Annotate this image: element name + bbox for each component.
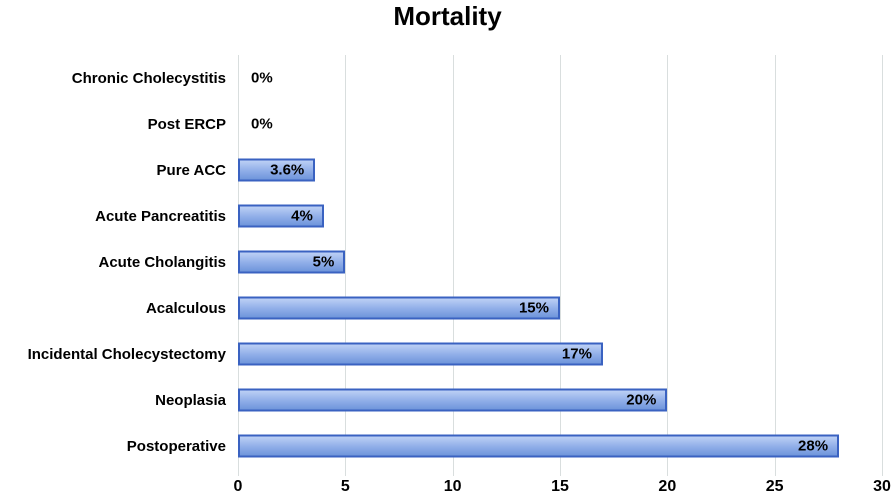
bar-row: Acalculous 15% [0,285,882,331]
value-label: 4% [291,207,313,225]
value-label: 0% [251,115,273,133]
chart-title: Mortality [393,1,502,31]
category-label: Post ERCP [147,115,226,133]
bar: 5% [238,250,346,274]
bar-track: 15% [238,285,882,331]
category-label: Pure ACC [156,161,226,179]
bar-row: Postoperative 28% [0,423,882,469]
bar-track: 5% [238,239,882,285]
category-label: Acalculous [145,299,226,317]
x-tick-label: 0 [233,478,243,495]
category-label: Chronic Cholecystitis [71,69,226,87]
bar-track: 28% [238,423,882,469]
bar-row: Post ERCP 0% [0,101,882,147]
x-tick-label: 20 [658,478,677,495]
category-label: Postoperative [126,437,226,455]
bar-track: 17% [238,331,882,377]
bar: 15% [238,296,560,320]
value-label: 20% [626,391,657,409]
gridline [774,55,776,476]
x-tick-label: 15 [551,478,569,495]
bar-track: 3.6% [238,147,882,193]
bar: 20% [238,388,668,412]
x-tick-label: 10 [443,478,462,495]
bar-rows: Chronic Cholecystitis 0% Post ERCP 0% Pu… [0,55,882,469]
category-label: Acute Pancreatitis [95,207,226,225]
value-label: 0% [251,69,273,87]
bar-row: Acute Pancreatitis 4% [0,193,882,239]
category-label: Acute Cholangitis [98,253,226,271]
x-tick-label: 25 [765,478,784,495]
bar: 4% [238,204,324,228]
gridline [452,55,454,476]
bar-row: Neoplasia 20% [0,377,882,423]
value-label: 28% [798,437,829,455]
gridline [667,55,669,476]
bar-row: Chronic Cholecystitis 0% [0,55,882,101]
gridline [882,55,883,476]
x-axis: 0 5 10 15 20 25 30 [234,478,891,498]
category-label: Neoplasia [155,391,226,409]
gridline [560,55,561,476]
bar-track: 0% [238,55,882,101]
category-label: Incidental Cholecystectomy [27,345,226,363]
x-tick-label: 30 [873,478,891,495]
bar-track: 20% [238,377,882,423]
bar-track: 4% [238,193,882,239]
bar-row: Pure ACC 3.6% [0,147,882,193]
bar: 17% [238,342,603,366]
bar-track: 0% [238,101,882,147]
bar: 3.6% [238,158,316,182]
bar-row: Acute Cholangitis 5% [0,239,882,285]
gridline [345,55,347,476]
value-label: 3.6% [270,161,305,179]
value-label: 5% [312,253,335,271]
bar-row: Incidental Cholecystectomy 17% [0,331,882,377]
x-tick-label: 5 [340,478,350,495]
value-label: 17% [561,345,592,363]
bar: 28% [238,434,840,458]
value-label: 15% [518,299,549,317]
